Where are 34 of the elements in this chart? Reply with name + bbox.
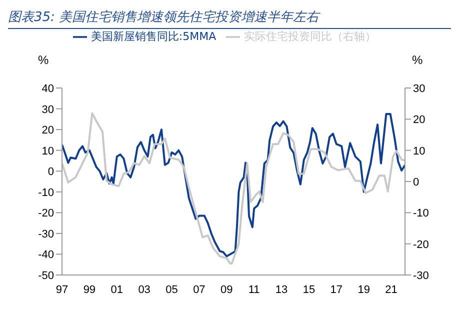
- x-tick-label: 05: [166, 284, 178, 296]
- y2-tick-label: -20: [413, 238, 429, 251]
- y-tick-label: -20: [38, 208, 54, 220]
- y-tick-label: 20: [42, 124, 54, 137]
- x-tick-label: 01: [110, 284, 124, 296]
- y2-tick-label: 10: [413, 145, 426, 158]
- y2-tick-label: -30: [413, 270, 429, 282]
- legend-label: 美国新屋销售同比:5MMA: [90, 30, 216, 43]
- x-tick-label: 13: [275, 284, 288, 296]
- y-axis-title: %: [38, 53, 49, 67]
- x-tick-label: 11: [248, 284, 260, 296]
- x-tick-label: 07: [193, 284, 206, 296]
- x-tick-label: 21: [385, 284, 398, 296]
- x-tick-label: 03: [138, 284, 150, 296]
- x-tick-label: 09: [220, 284, 233, 296]
- x-tick-label: 99: [83, 284, 96, 296]
- y-tick-label: 30: [42, 104, 54, 116]
- chart-title: 图表35: 美国住宅销售增速领先住宅投资增速半年左右: [8, 8, 451, 29]
- x-tick-label: 97: [56, 284, 68, 296]
- x-tick-label: 17: [330, 284, 343, 296]
- y2-tick-label: -10: [413, 208, 429, 220]
- y-tick-label: -10: [38, 186, 54, 199]
- y2-tick-label: 30: [413, 83, 426, 95]
- y-tick-label: 0: [48, 166, 54, 178]
- y-tick-label: 40: [42, 83, 54, 95]
- y-tick-label: -30: [38, 228, 54, 240]
- x-tick-label: 19: [358, 284, 370, 296]
- y-tick-label: 10: [42, 145, 54, 158]
- y-tick-label: -50: [38, 270, 54, 282]
- y2-tick-label: 20: [413, 114, 426, 126]
- x-tick-label: 15: [302, 284, 316, 296]
- y2-axis-title: %: [412, 53, 423, 67]
- y2-tick-label: 0: [413, 176, 420, 188]
- y-tick-label: -40: [38, 249, 54, 262]
